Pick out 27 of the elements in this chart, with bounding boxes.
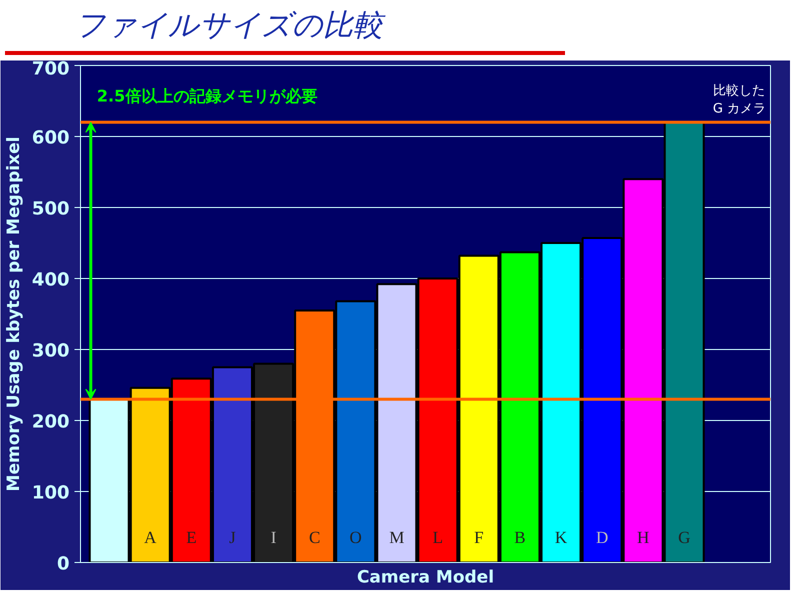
x-tick-label: O <box>350 528 362 547</box>
y-tick-label: 700 <box>32 58 70 80</box>
y-tick-label: 400 <box>32 270 70 290</box>
y-tick-label: 500 <box>32 198 70 220</box>
x-tick-label: D <box>596 528 608 547</box>
x-tick-label: C <box>308 528 320 547</box>
x-tick-label: B <box>514 528 526 547</box>
x-tick-label: G <box>678 528 690 547</box>
x-tick-label: M <box>389 528 404 547</box>
x-tick-label: L <box>432 528 444 547</box>
x-axis-title: Camera Model <box>356 568 494 588</box>
x-tick-label: A <box>144 528 158 547</box>
y-axis-title: Memory Usage kbytes per Megapixel <box>4 136 24 492</box>
ref-line-label: 比較した G カメラ <box>712 83 766 116</box>
x-tick-label: J <box>229 528 236 547</box>
annotation: 2.5倍以上の記録メモリが必要 <box>96 86 318 106</box>
x-tick-label: I <box>270 528 277 547</box>
x-tick-label: K <box>554 528 568 547</box>
x-tick-label: H <box>637 528 650 547</box>
y-tick-label: 300 <box>32 340 70 362</box>
y-tick-label: 600 <box>32 128 70 148</box>
x-tick-label: F <box>474 528 484 547</box>
x-tick-label: E <box>186 528 197 547</box>
y-tick-label: 200 <box>32 412 70 432</box>
y-tick-label: 0 <box>56 554 70 574</box>
chart-title: ファイルサイズの比較 <box>75 7 383 45</box>
y-tick-label: 100 <box>32 482 70 504</box>
